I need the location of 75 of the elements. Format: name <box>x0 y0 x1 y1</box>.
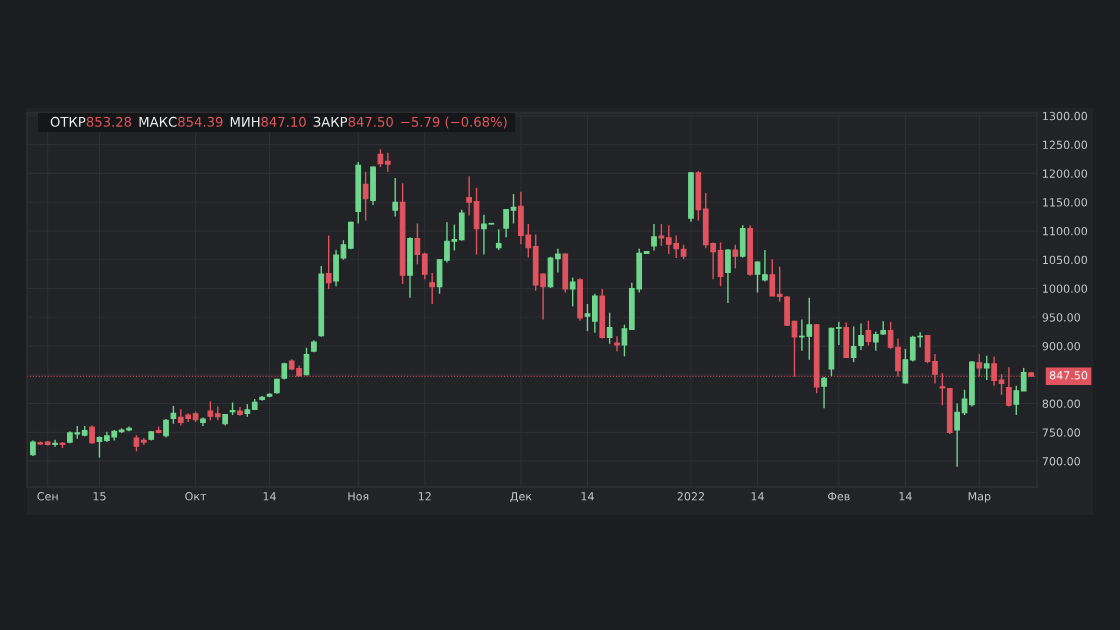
candlestick <box>754 260 761 294</box>
y-tick-label: 800.00 <box>1042 399 1080 408</box>
candlestick <box>658 223 665 247</box>
candlestick <box>835 321 842 346</box>
y-tick-label: 900.00 <box>1042 342 1080 351</box>
x-tick-label: 14 <box>263 492 276 501</box>
x-tick-label: 2022 <box>677 492 704 501</box>
candlestick <box>909 334 916 363</box>
candlestick <box>52 439 58 448</box>
y-tick-label: 1100.00 <box>1043 226 1088 236</box>
candlestick <box>762 249 768 283</box>
y-tick-label: 1000.00 <box>1043 284 1088 293</box>
candlestick <box>983 355 990 381</box>
annotation: 847.50 <box>348 116 393 127</box>
candlestick <box>850 325 857 363</box>
candlestick <box>89 424 95 445</box>
candlestick <box>392 177 399 218</box>
candlestick <box>555 248 561 274</box>
candlestick <box>865 320 872 347</box>
candlestick <box>466 175 472 217</box>
candlestick <box>340 239 347 261</box>
y-tick-label: 700.00 <box>1042 457 1080 466</box>
candlestick <box>858 322 864 351</box>
candlestick <box>651 223 657 252</box>
candlestick <box>421 252 428 280</box>
x-tick-label: Ноя <box>348 492 369 501</box>
candlestick <box>769 258 776 297</box>
x-tick-label: 15 <box>93 492 106 501</box>
candlestick <box>510 193 517 225</box>
candlestick <box>569 276 576 308</box>
y-tick-label: 1050.00 <box>1043 255 1088 265</box>
x-tick-label: 14 <box>751 492 764 501</box>
candlestick <box>325 234 332 290</box>
annotation: −5.79 (−0.68%) <box>401 116 507 129</box>
candlestick <box>495 228 502 251</box>
annotation: 854.39 <box>178 116 223 127</box>
candlestick <box>207 400 214 421</box>
y-tick-label: 950.00 <box>1042 313 1080 322</box>
candlestick <box>1020 367 1027 392</box>
y-tick-label: 1200.00 <box>1043 169 1088 178</box>
annotation: 847.10 <box>261 116 306 127</box>
y-tick-label: 1250.00 <box>1043 140 1088 150</box>
x-tick-label: 14 <box>581 492 594 501</box>
x-tick-label: Фев <box>828 492 850 501</box>
candlestick <box>384 152 391 173</box>
annotation: МИН <box>230 117 260 127</box>
annotation: ЗАКР <box>313 116 348 127</box>
candlestick <box>725 248 731 304</box>
candlestick <box>732 244 739 270</box>
candlestick <box>414 222 421 266</box>
candlestick <box>954 402 960 468</box>
candlestick <box>902 348 909 385</box>
annotation: ОТКР <box>50 116 86 127</box>
candlestick <box>584 303 591 332</box>
x-tick-label: Мар <box>968 492 991 503</box>
candlestick <box>606 311 613 345</box>
ref-line-label: 847.50 <box>1049 371 1088 380</box>
annotation: 853.28 <box>86 116 132 127</box>
candlestick <box>1013 385 1020 416</box>
y-tick-label: 750.00 <box>1042 428 1080 437</box>
candlestick <box>614 335 620 352</box>
y-tick-label: 1150.00 <box>1043 198 1088 207</box>
candlestick <box>362 170 369 222</box>
candlestick <box>621 324 628 358</box>
x-tick-label: Окт <box>185 492 207 501</box>
candlestick <box>503 208 509 238</box>
x-tick-label: Дек <box>510 492 532 503</box>
candlestick <box>429 272 436 305</box>
candlestick <box>821 376 827 409</box>
x-tick-label: Сен <box>37 492 58 501</box>
x-tick-label: 14 <box>899 492 912 501</box>
annotation: МАКС <box>139 116 177 127</box>
x-tick-label: 12 <box>418 492 431 501</box>
y-tick-label: 1300.00 <box>1043 111 1088 121</box>
candlestick <box>163 418 169 439</box>
